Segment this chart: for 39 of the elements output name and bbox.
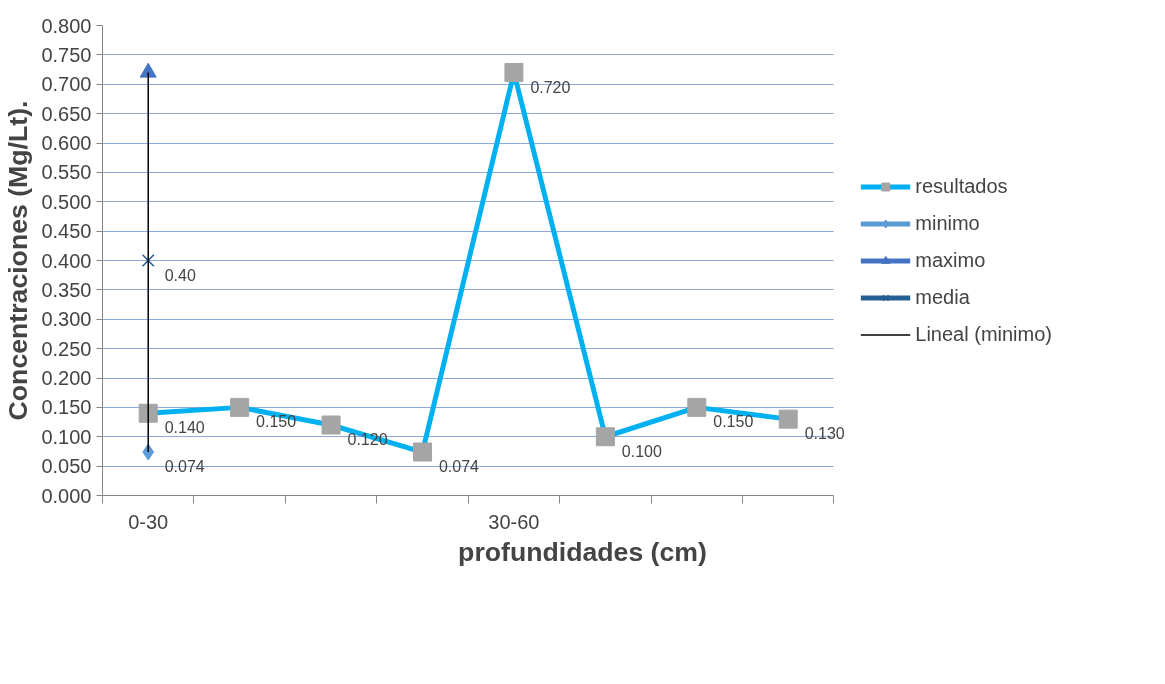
legend-label: resultados bbox=[915, 174, 1008, 198]
y-tick-label: 0.450 bbox=[41, 220, 92, 243]
point bbox=[595, 427, 615, 447]
y-tick-label: 0.100 bbox=[41, 425, 92, 448]
legend-label: minimo bbox=[915, 211, 980, 235]
legend-label: maximo bbox=[915, 248, 986, 272]
y-tick-label: 0.350 bbox=[41, 278, 92, 301]
y-axis-title: Concentraciones (Mg/Lt). bbox=[3, 100, 34, 421]
y-tick-label: 0.300 bbox=[41, 308, 92, 331]
y-tick-label: 0.050 bbox=[41, 455, 92, 478]
point bbox=[413, 442, 432, 462]
y-tick-label: 0.700 bbox=[41, 73, 92, 96]
y-tick-label: 0.200 bbox=[41, 367, 92, 389]
y-tick-label: 0.400 bbox=[41, 249, 92, 272]
y-tick-label: 0.650 bbox=[41, 102, 92, 125]
data-label: 0.40 bbox=[164, 266, 196, 284]
y-tick-label: 0.750 bbox=[41, 43, 92, 66]
data-label: 0.150 bbox=[256, 413, 297, 431]
point bbox=[687, 397, 707, 417]
y-tick-label: 0.550 bbox=[41, 161, 92, 184]
y-tick-label: 0.600 bbox=[41, 132, 92, 154]
y-tick-label: 0.500 bbox=[41, 190, 92, 213]
data-label: 0.140 bbox=[164, 419, 205, 437]
data-label: 0.150 bbox=[713, 413, 754, 431]
point bbox=[504, 63, 524, 82]
y-tick-label: 0.250 bbox=[41, 337, 92, 360]
x-axis-title: profundidades (cm) bbox=[458, 536, 707, 567]
legend-label: Lineal (minimo) bbox=[915, 322, 1052, 346]
y-tick-label: 0.150 bbox=[41, 396, 92, 419]
x-tick-label: 30-60 bbox=[488, 510, 540, 533]
data-label: 0.100 bbox=[621, 442, 662, 460]
x-tick-label: 0-30 bbox=[128, 510, 169, 533]
y-tick-label: 0.800 bbox=[41, 14, 92, 37]
point bbox=[141, 254, 155, 267]
point bbox=[230, 397, 250, 417]
point bbox=[321, 415, 341, 435]
point bbox=[778, 409, 798, 429]
legend-label: media bbox=[915, 285, 970, 309]
y-tick-label: 0.000 bbox=[41, 484, 92, 507]
